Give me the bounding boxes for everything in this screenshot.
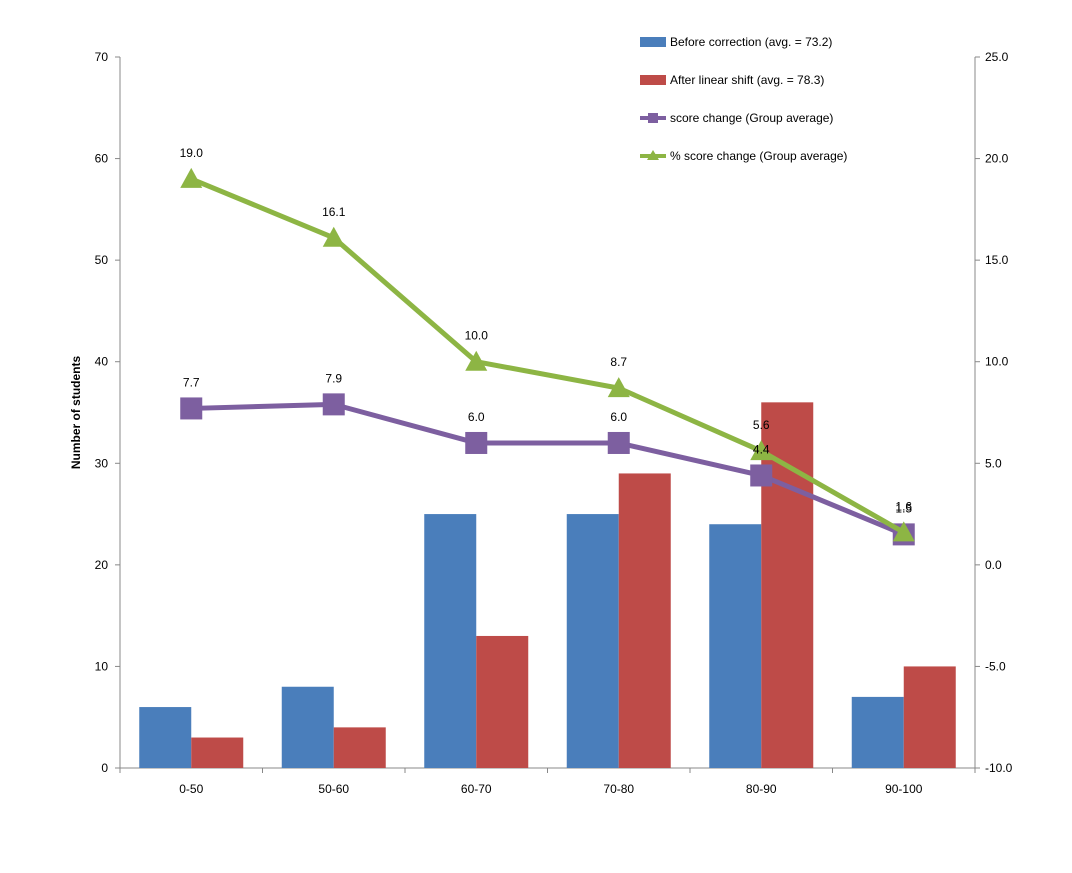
data-label: 16.1	[322, 205, 346, 219]
data-label: 5.6	[753, 418, 770, 432]
data-label: 1.6	[895, 499, 912, 513]
x-tick-label: 50-60	[318, 782, 349, 796]
bar	[333, 727, 386, 768]
bars	[139, 402, 956, 768]
left-tick-label: 10	[95, 659, 109, 673]
right-tick-label: 20.0	[985, 152, 1009, 166]
bar	[903, 666, 956, 768]
left-tick-label: 30	[95, 456, 109, 470]
x-tick-label: 70-80	[603, 782, 634, 796]
axes: 0 10 20 30 40 50 60 70 -10.0 -5.0 0.0 5.0 10.0 15.0 20…	[95, 50, 1013, 796]
point-marker	[465, 350, 488, 371]
point-marker	[180, 167, 203, 188]
left-tick-label: 70	[95, 50, 109, 64]
x-tick-label: 90-100	[885, 782, 923, 796]
point-marker	[750, 464, 773, 487]
right-tick-label: 25.0	[985, 50, 1009, 64]
point-marker	[465, 431, 488, 454]
data-label: 10.0	[465, 329, 489, 343]
legend-label: After linear shift (avg. = 78.3)	[670, 73, 824, 87]
legend-swatch	[640, 75, 666, 85]
bar	[281, 686, 334, 768]
bar	[476, 635, 529, 768]
x-tick-label: 80-90	[746, 782, 777, 796]
legend: Before correction (avg. = 73.2) After lin…	[640, 35, 847, 163]
right-tick-label: -5.0	[985, 659, 1006, 673]
bar	[424, 514, 477, 768]
left-tick-label: 0	[101, 761, 108, 775]
data-label: 4.4	[753, 442, 770, 456]
left-tick-label: 60	[95, 152, 109, 166]
data-label: 6.0	[468, 410, 485, 424]
bar	[851, 696, 904, 768]
x-tick-label: 0-50	[179, 782, 203, 796]
right-tick-label: -10.0	[985, 761, 1013, 775]
data-label: 7.9	[325, 371, 342, 385]
bar	[139, 707, 192, 768]
bar	[566, 514, 619, 768]
data-label: 1.5	[895, 501, 912, 515]
point-marker	[322, 393, 345, 416]
point-marker	[607, 377, 630, 398]
data-labels: 7.7 7.9 6.0 6.0 4.4 1.5 19.0 16.1 10.0 8.7 5.6 1.6	[180, 146, 913, 516]
right-tick-label: 0.0	[985, 558, 1002, 572]
x-tick-label: 60-70	[461, 782, 492, 796]
legend-label: Before correction (avg. = 73.2)	[670, 35, 832, 49]
data-label: 6.0	[610, 410, 627, 424]
right-tick-label: 10.0	[985, 355, 1009, 369]
point-marker	[607, 431, 630, 454]
point-marker	[750, 440, 773, 461]
point-marker	[180, 397, 203, 420]
left-tick-label: 40	[95, 355, 109, 369]
legend-label: % score change (Group average)	[670, 149, 847, 163]
data-label: 19.0	[180, 146, 204, 160]
lines	[180, 167, 915, 546]
data-label: 8.7	[610, 355, 627, 369]
series-line	[190, 176, 905, 535]
point-marker	[892, 521, 915, 542]
y-axis-label: Number of students	[69, 356, 83, 470]
point-marker	[322, 226, 345, 247]
legend-marker	[648, 113, 658, 123]
right-tick-label: 15.0	[985, 253, 1009, 267]
bar	[618, 473, 671, 768]
left-tick-label: 50	[95, 253, 109, 267]
legend-swatch	[640, 37, 666, 47]
bar	[709, 524, 762, 768]
left-tick-label: 20	[95, 558, 109, 572]
series-line	[191, 401, 905, 537]
legend-marker	[647, 150, 659, 160]
data-label: 7.7	[183, 375, 200, 389]
legend-label: score change (Group average)	[670, 111, 833, 125]
right-tick-label: 5.0	[985, 456, 1002, 470]
bar	[191, 737, 244, 768]
